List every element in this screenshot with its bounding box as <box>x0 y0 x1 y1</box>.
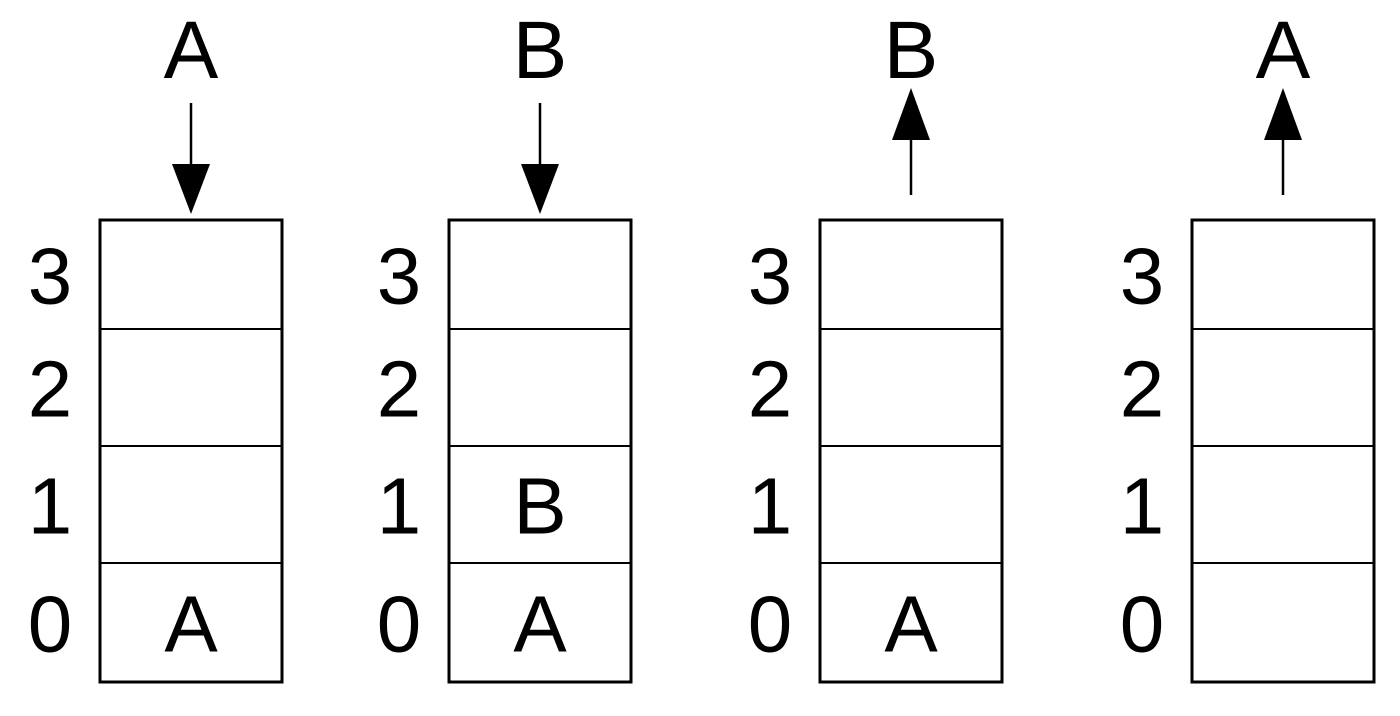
index-label: 0 <box>28 580 73 669</box>
operation-label: A <box>164 5 219 96</box>
index-label: 3 <box>377 232 422 321</box>
cell-value: A <box>884 580 938 669</box>
cell-value: A <box>513 580 567 669</box>
index-label: 1 <box>377 462 422 551</box>
index-label: 2 <box>748 345 793 434</box>
index-label: 1 <box>28 462 73 551</box>
index-label: 1 <box>748 462 793 551</box>
index-label: 3 <box>1120 232 1165 321</box>
operation-label: A <box>1256 5 1311 96</box>
operation-label: B <box>884 5 939 96</box>
stack-box <box>818 218 1004 684</box>
cell-value: A <box>164 580 218 669</box>
stack-box <box>98 218 284 684</box>
stack-box <box>1190 218 1376 684</box>
index-label: 3 <box>28 232 73 321</box>
index-label: 0 <box>748 580 793 669</box>
stack-4: A 3 2 1 0 <box>1120 5 1376 684</box>
index-label: 0 <box>1120 580 1165 669</box>
stack-2: B 3 2 1 B 0 A <box>377 5 633 684</box>
index-label: 2 <box>28 345 73 434</box>
index-label: 0 <box>377 580 422 669</box>
stack-1: A 3 2 1 0 A <box>28 5 284 684</box>
push-arrow-down-icon <box>521 164 559 214</box>
pop-arrow-up-icon <box>1264 88 1302 140</box>
stack-box <box>447 218 633 684</box>
pop-arrow-up-icon <box>892 88 930 140</box>
cell-value: B <box>513 462 566 551</box>
stack-3: B 3 2 1 0 A <box>748 5 1004 684</box>
index-label: 2 <box>1120 345 1165 434</box>
index-label: 3 <box>748 232 793 321</box>
index-label: 1 <box>1120 462 1165 551</box>
operation-label: B <box>513 5 568 96</box>
push-arrow-down-icon <box>172 164 210 214</box>
index-label: 2 <box>377 345 422 434</box>
